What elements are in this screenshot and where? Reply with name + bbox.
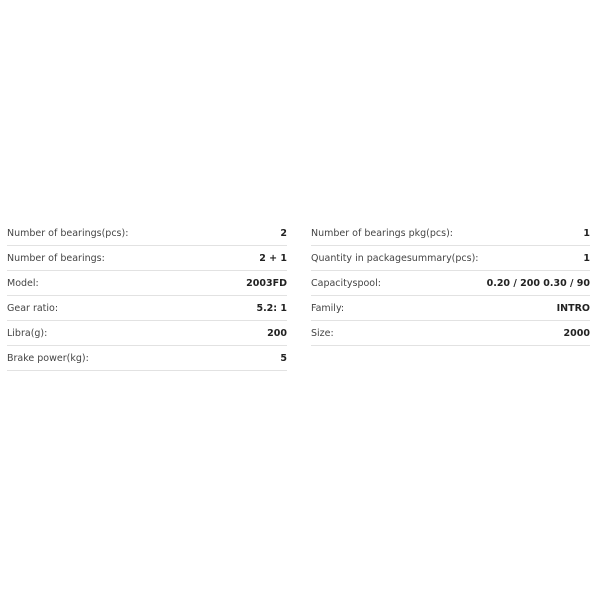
spec-label: Libra(g): xyxy=(7,327,48,339)
spec-row: Libra(g): 200 xyxy=(7,321,287,346)
spec-label: Number of bearings(pcs): xyxy=(7,227,129,239)
spec-value: 2 xyxy=(280,227,287,239)
spec-value: 200 xyxy=(267,327,287,339)
spec-label: Number of bearings: xyxy=(7,252,105,264)
spec-row: Brake power(kg): 5 xyxy=(7,346,287,371)
spec-value: 2000 xyxy=(563,327,590,339)
spec-label: Gear ratio: xyxy=(7,302,59,314)
spec-label: Family: xyxy=(311,302,345,314)
spec-row: Size: 2000 xyxy=(311,321,590,346)
spec-value: 2003FD xyxy=(246,277,287,289)
spec-row: Number of bearings: 2 + 1 xyxy=(7,246,287,271)
specs-table-right: Number of bearings pkg(pcs): 1 Quantity in… xyxy=(311,221,590,346)
spec-label: Brake power(kg): xyxy=(7,352,89,364)
spec-label: Size: xyxy=(311,327,334,339)
spec-row: Gear ratio: 5.2: 1 xyxy=(7,296,287,321)
spec-label: Quantity in packagesummary(pcs): xyxy=(311,252,479,264)
spec-value: 1 xyxy=(583,227,590,239)
spec-row: Family: INTRO xyxy=(311,296,590,321)
spec-value: 0.20 / 200 0.30 / 90 xyxy=(486,277,590,289)
spec-row: Number of bearings pkg(pcs): 1 xyxy=(311,221,590,246)
spec-label: Number of bearings pkg(pcs): xyxy=(311,227,453,239)
spec-label: Model: xyxy=(7,277,39,289)
spec-label: Capacityspool: xyxy=(311,277,381,289)
specs-table-left: Number of bearings(pcs): 2 Number of beari… xyxy=(7,221,287,371)
spec-value: 2 + 1 xyxy=(259,252,287,264)
spec-value: 5 xyxy=(280,352,287,364)
spec-value: INTRO xyxy=(556,302,590,314)
spec-row: Model: 2003FD xyxy=(7,271,287,296)
spec-row: Number of bearings(pcs): 2 xyxy=(7,221,287,246)
spec-row: Capacityspool: 0.20 / 200 0.30 / 90 xyxy=(311,271,590,296)
spec-row: Quantity in packagesummary(pcs): 1 xyxy=(311,246,590,271)
spec-value: 5.2: 1 xyxy=(256,302,287,314)
spec-value: 1 xyxy=(583,252,590,264)
